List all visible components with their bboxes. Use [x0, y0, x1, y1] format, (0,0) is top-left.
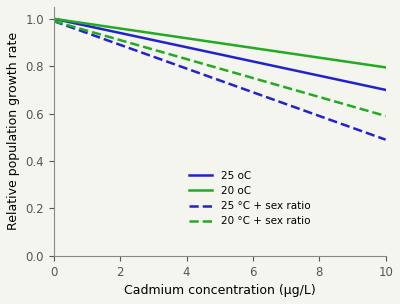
20 oC	[331, 58, 336, 62]
25 °C + sex ratio	[352, 127, 357, 130]
25 °C + sex ratio	[383, 138, 388, 141]
20 oC	[248, 46, 253, 49]
20 °C + sex ratio	[248, 75, 253, 79]
Line: 20 oC: 20 oC	[54, 19, 386, 67]
25 °C + sex ratio	[52, 20, 57, 23]
20 oC	[254, 47, 259, 50]
20 oC	[352, 61, 357, 65]
Line: 25 °C + sex ratio: 25 °C + sex ratio	[54, 21, 386, 140]
20 °C + sex ratio	[254, 77, 259, 81]
20 °C + sex ratio	[352, 105, 357, 109]
25 oC	[52, 17, 57, 21]
Line: 25 oC: 25 oC	[54, 19, 386, 90]
25 oC	[352, 81, 357, 85]
25 oC	[52, 17, 56, 21]
25 °C + sex ratio	[331, 119, 336, 123]
25 oC	[248, 59, 253, 63]
25 oC	[383, 88, 388, 92]
20 °C + sex ratio	[52, 19, 56, 23]
20 oC	[52, 17, 56, 21]
25 oC	[254, 60, 259, 64]
25 oC	[331, 77, 336, 81]
25 °C + sex ratio	[248, 89, 253, 93]
20 oC	[383, 66, 388, 69]
25 °C + sex ratio	[52, 19, 56, 23]
20 °C + sex ratio	[383, 114, 388, 118]
Line: 20 °C + sex ratio: 20 °C + sex ratio	[54, 21, 386, 116]
20 oC	[249, 46, 254, 50]
25 °C + sex ratio	[249, 90, 254, 94]
20 oC	[52, 17, 57, 21]
20 °C + sex ratio	[52, 20, 57, 23]
20 °C + sex ratio	[331, 99, 336, 103]
25 oC	[249, 59, 254, 63]
Y-axis label: Relative population growth rate: Relative population growth rate	[7, 32, 20, 230]
20 °C + sex ratio	[249, 76, 254, 79]
Legend: 25 oC, 20 oC, 25 °C + sex ratio, 20 °C + sex ratio: 25 oC, 20 oC, 25 °C + sex ratio, 20 °C +…	[185, 167, 314, 231]
X-axis label: Cadmium concentration (μg/L): Cadmium concentration (μg/L)	[124, 284, 316, 297]
25 °C + sex ratio	[254, 92, 259, 95]
